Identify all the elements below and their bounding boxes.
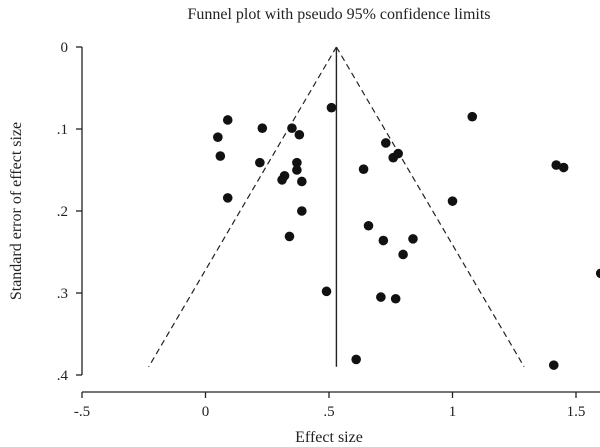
data-point <box>321 286 332 297</box>
data-point <box>257 123 268 133</box>
data-point <box>277 175 287 185</box>
data-point <box>398 249 408 260</box>
lower-confidence-limit <box>148 46 337 368</box>
x-tick-label: 0 <box>202 404 210 420</box>
data-point <box>378 235 389 246</box>
data-point <box>551 160 562 170</box>
data-point <box>292 157 302 168</box>
data-point <box>595 268 600 279</box>
data-point <box>363 220 374 231</box>
data-point <box>548 360 559 370</box>
y-ticks: 0 .1 .2 .3 .4 <box>57 40 82 384</box>
data-point <box>287 123 297 133</box>
data-point <box>326 102 337 113</box>
data-point <box>213 132 223 142</box>
data-point <box>284 231 295 242</box>
y-tick-label: .4 <box>57 368 69 384</box>
data-point <box>297 206 307 216</box>
data-point <box>358 164 369 174</box>
data-point <box>467 111 478 122</box>
data-point <box>447 196 458 206</box>
x-tick-label: .5 <box>323 404 334 420</box>
y-tick-label: .1 <box>57 122 68 138</box>
data-point <box>381 138 391 148</box>
data-point <box>351 354 361 365</box>
data-point <box>222 115 233 125</box>
data-point <box>388 152 399 163</box>
y-axis-title: Standard error of effect size <box>8 122 25 300</box>
y-tick-label: .2 <box>57 204 68 220</box>
data-point <box>376 292 386 302</box>
data-point <box>255 157 265 168</box>
data-point <box>294 129 305 140</box>
data-point <box>222 193 233 203</box>
data-point <box>297 176 307 187</box>
y-tick-label: 0 <box>61 40 69 56</box>
data-point <box>215 151 226 161</box>
x-tick-label: 1.5 <box>567 404 586 420</box>
data-point <box>408 234 418 244</box>
data-points <box>213 102 600 370</box>
upper-confidence-limit <box>335 46 525 368</box>
x-tick-label: 1 <box>449 404 457 420</box>
x-axis-title: Effect size <box>295 429 363 446</box>
data-point <box>292 165 302 175</box>
plot-frame <box>81 47 600 393</box>
y-tick-label: .3 <box>57 286 68 302</box>
x-ticks: -.5 0 .5 1 1.5 <box>74 392 586 420</box>
data-point <box>558 162 569 173</box>
chart-title: Funnel plot with pseudo 95% confidence l… <box>187 6 490 23</box>
data-point <box>390 293 401 304</box>
x-tick-label: -.5 <box>74 404 90 420</box>
confidence-limits <box>148 46 525 368</box>
